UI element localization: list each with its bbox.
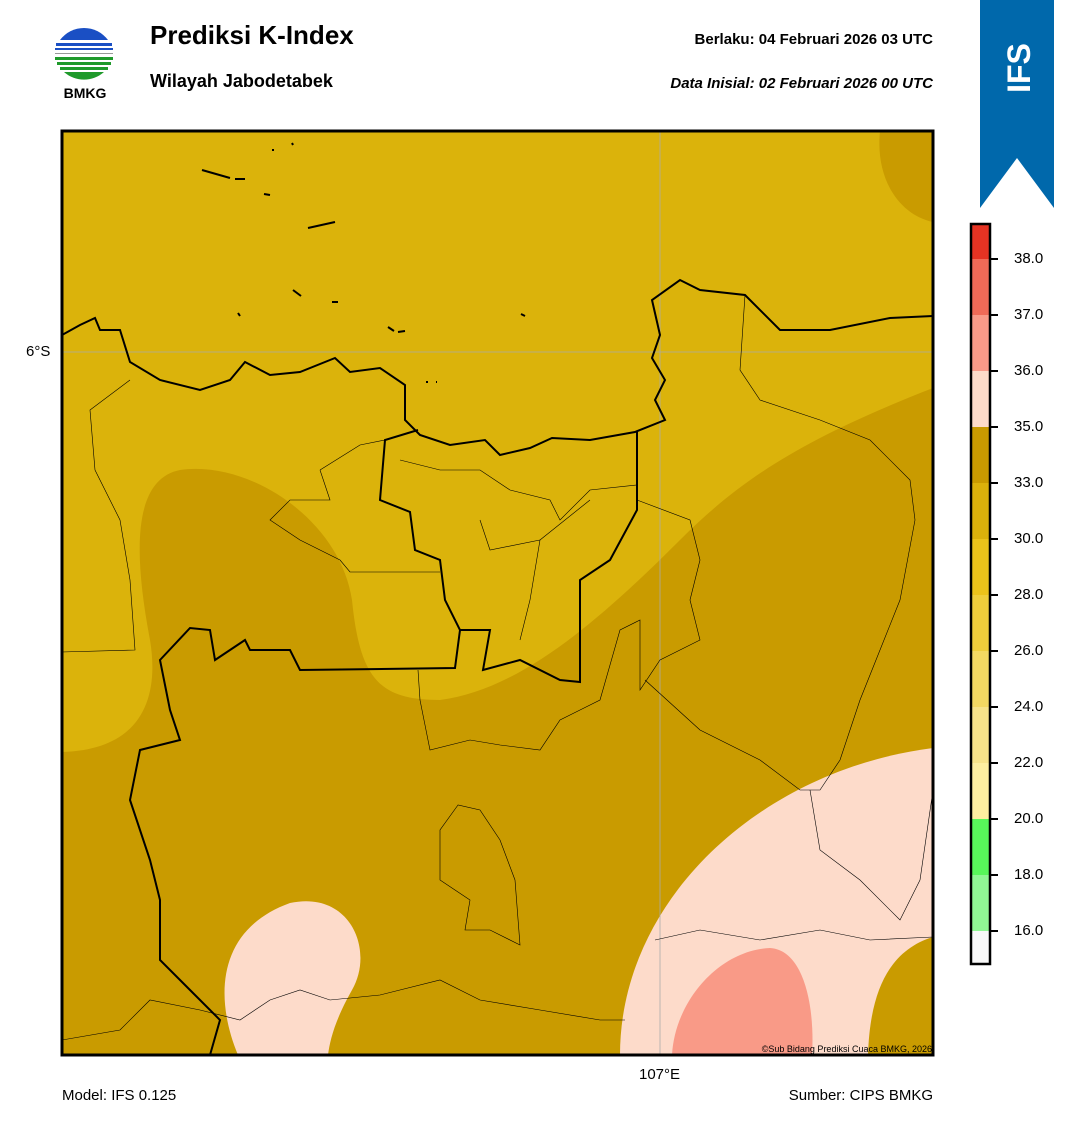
province-boundary <box>128 429 462 1055</box>
bmkg-logo: BMKG <box>54 22 114 101</box>
colorbar-segment <box>971 931 990 964</box>
colorbar-tick-label: 24.0 <box>1014 698 1044 715</box>
colorbar-tick-label: 22.0 <box>1014 754 1044 771</box>
colorbar-segment <box>971 651 990 707</box>
model-label: Model: IFS 0.125 <box>62 1087 177 1104</box>
field-35-36-se <box>620 748 933 1055</box>
lon-label: 107°E <box>639 1066 681 1083</box>
colorbar-segment <box>971 819 990 875</box>
colorbar-tick-label: 16.0 <box>1014 922 1044 939</box>
field-33-35-se-inner <box>868 937 933 1055</box>
colorbar-segment <box>971 224 990 259</box>
colorbar-tick-label: 30.0 <box>1014 530 1044 547</box>
colorbar-segment <box>971 707 990 763</box>
colorbar-tick-label: 18.0 <box>1014 866 1044 883</box>
init-time: Data Inisial: 02 Februari 2026 00 UTC <box>670 75 933 92</box>
colorbar-tick-label: 36.0 <box>1014 362 1044 379</box>
colorbar-tick-label: 20.0 <box>1014 810 1044 827</box>
colorbar-segment <box>971 539 990 595</box>
valid-time: Berlaku: 04 Februari 2026 03 UTC <box>694 31 933 48</box>
colorbar-segment <box>971 483 990 539</box>
colorbar-segment <box>971 259 990 315</box>
colorbar-segment <box>971 875 990 931</box>
colorbar-tick-label: 28.0 <box>1014 586 1044 603</box>
colorbar-tick-label: 37.0 <box>1014 306 1044 323</box>
field-33-35-corner <box>879 131 933 222</box>
colorbar-tick-label: 38.0 <box>1014 250 1044 267</box>
colorbar-segment <box>971 315 990 371</box>
field-36-37 <box>672 948 813 1055</box>
coastline <box>62 278 933 457</box>
lat-label: 6°S <box>26 343 51 360</box>
islands <box>201 142 526 383</box>
colorbar-segment <box>971 763 990 819</box>
copyright: ©Sub Bidang Prediksi Cuaca BMKG, 2026 <box>762 1044 932 1054</box>
banner-text: IFS <box>1001 43 1037 93</box>
colorbar <box>969 222 998 966</box>
source-label: Sumber: CIPS BMKG <box>788 1087 933 1104</box>
colorbar-segment <box>971 595 990 651</box>
colorbar-tick-label: 35.0 <box>1014 418 1044 435</box>
page-subtitle: Wilayah Jabodetabek <box>150 71 333 91</box>
logo-text: BMKG <box>64 85 107 101</box>
colorbar-segment <box>971 371 990 427</box>
colorbar-tick-label: 26.0 <box>1014 642 1044 659</box>
colorbar-segment <box>971 427 990 483</box>
field-35-36-sw <box>224 901 361 1055</box>
province-boundary-east <box>460 432 638 684</box>
ifs-banner: IFS <box>980 0 1054 208</box>
colorbar-tick-label: 33.0 <box>1014 474 1044 491</box>
district-boundaries <box>62 294 933 1041</box>
page-title: Prediksi K-Index <box>150 20 354 50</box>
